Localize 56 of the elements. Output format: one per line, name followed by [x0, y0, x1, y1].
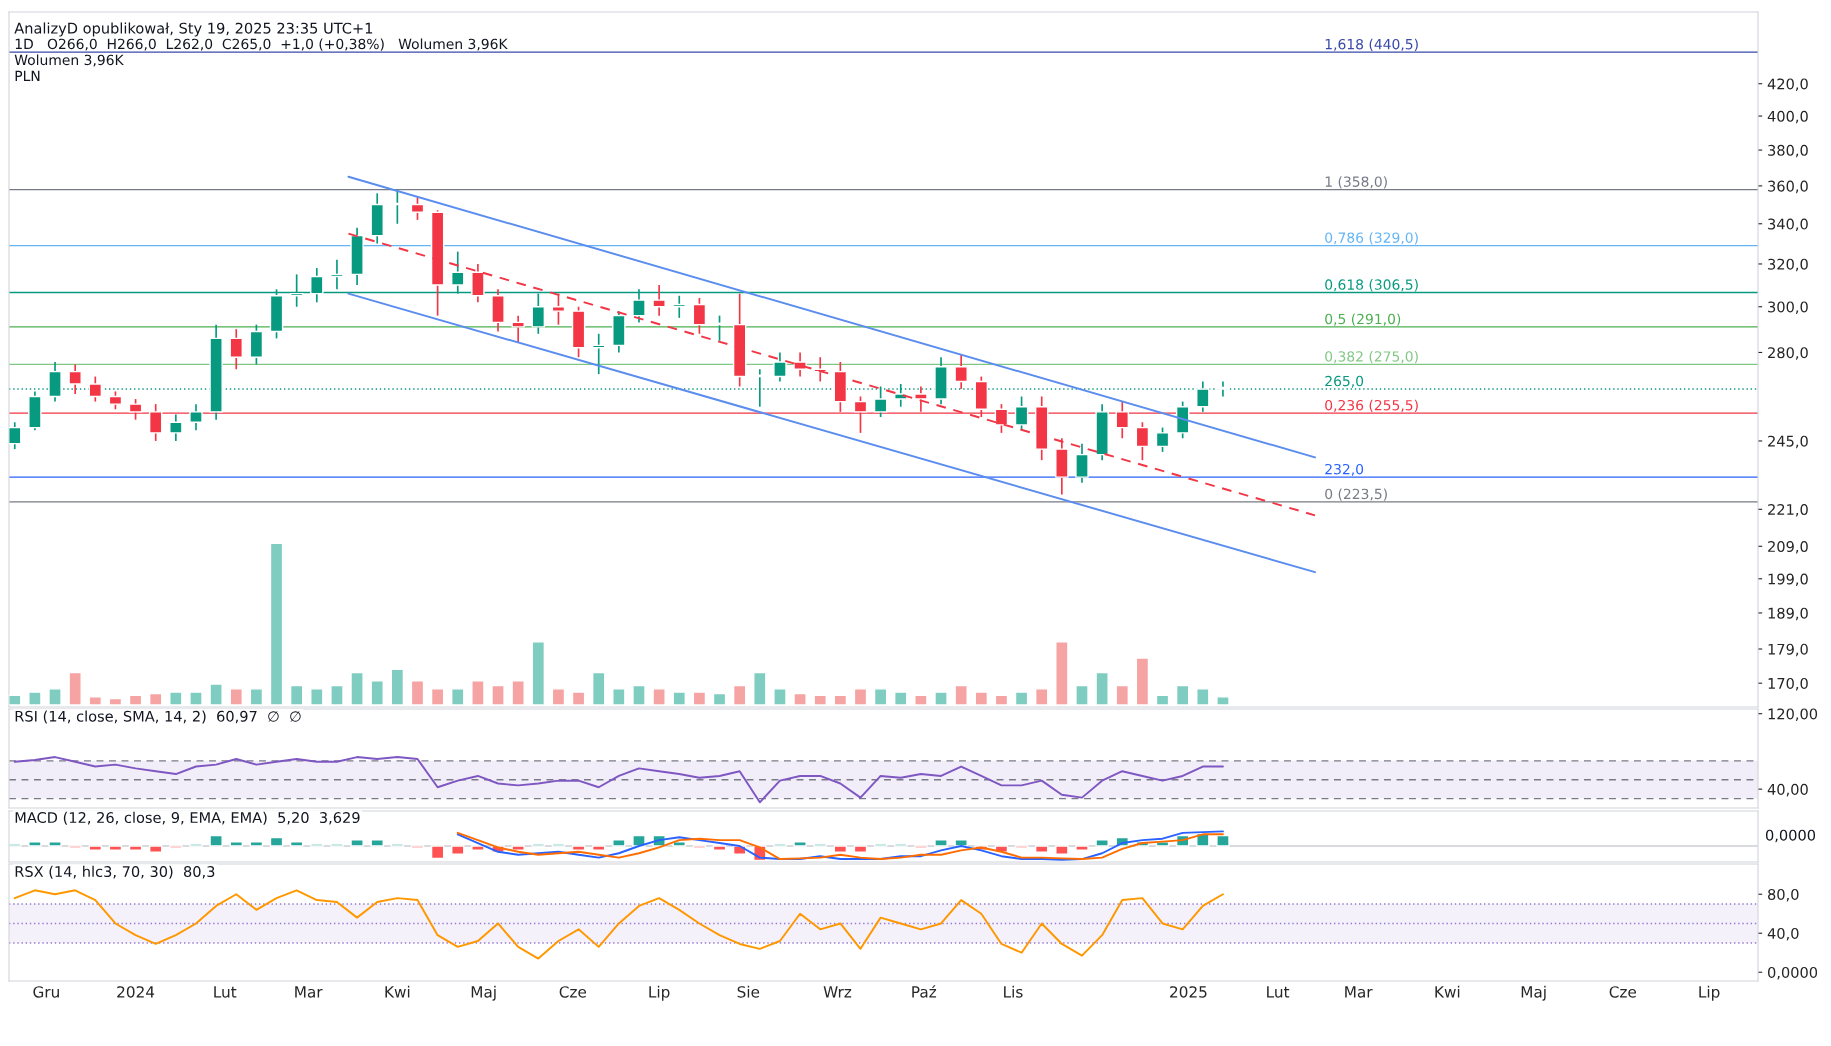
- x-tick-label: Lip: [649, 985, 670, 1001]
- y-tick-label: 80,0: [1768, 888, 1799, 902]
- x-tick-label: Lut: [214, 986, 237, 998]
- ref-line-label: 1,618 (440,5): [1325, 38, 1418, 52]
- y-tick-label: 360,0: [1768, 180, 1808, 194]
- y-tick-label: 189,0: [1768, 607, 1808, 621]
- x-tick-label: Cze: [1609, 986, 1637, 998]
- ref-line-label: 1 (358,0): [1325, 176, 1387, 189]
- y-tick-label: 340,0: [1768, 218, 1808, 232]
- x-tick-label: Kwi: [385, 985, 410, 998]
- y-tick-label: 40,00: [1767, 783, 1808, 797]
- y-tick-label: 0,0000: [1767, 966, 1818, 980]
- ref-line-label: 0 (223,5): [1325, 488, 1387, 501]
- x-tick-label: Lip: [1699, 985, 1720, 1001]
- y-tick-label: 209,0: [1768, 541, 1808, 554]
- y-tick-label: 300,0: [1768, 301, 1808, 314]
- y-tick-label: 280,0: [1768, 347, 1808, 360]
- chart-title: RSI (14, close, SMA, 14, 2) 60,97 ∅ ∅: [15, 710, 301, 724]
- annotation: PLN: [15, 70, 40, 81]
- x-tick-label: Lis: [1004, 985, 1023, 998]
- x-tick-label: Lut: [1267, 986, 1290, 998]
- ref-line-label: 232,0: [1325, 463, 1364, 476]
- x-tick-label: Sie: [737, 985, 760, 998]
- x-tick-label: Kwi: [1435, 985, 1460, 998]
- x-tick-label: Mar: [1345, 986, 1373, 998]
- chart-title: RSX (14, hlc3, 70, 30) 80,3: [15, 865, 215, 879]
- x-tick-label: Paź: [912, 985, 937, 998]
- y-tick-label: 221,0: [1768, 504, 1808, 517]
- ref-line-label: 0,5 (291,0): [1325, 313, 1401, 326]
- y-tick-label: 179,0: [1768, 643, 1808, 657]
- x-tick-label: Maj: [1521, 985, 1546, 1001]
- y-tick-label: 40,0: [1767, 927, 1799, 941]
- y-tick-label: 199,0: [1768, 573, 1808, 587]
- ref-line-label: 0,618 (306,5): [1325, 279, 1418, 292]
- x-tick-label: Gru: [33, 986, 59, 998]
- y-tick-label: 120,00: [1768, 708, 1818, 721]
- y-tick-label: 170,0: [1768, 677, 1808, 691]
- chart-title: MACD (12, 26, close, 9, EMA, EMA) 5,20 3,629: [15, 811, 360, 825]
- x-tick-label: 2025: [1170, 986, 1207, 998]
- y-tick-label: 320,0: [1768, 258, 1808, 272]
- x-tick-label: Cze: [559, 986, 587, 998]
- ref-line-label: 265,0: [1325, 375, 1364, 388]
- x-tick-label: Maj: [471, 985, 496, 1001]
- x-tick-label: 2024: [117, 986, 155, 998]
- y-tick-label: 245,0: [1768, 435, 1808, 449]
- annotation: 1D O266,0 H266,0 L262,0 C265,0 +1,0 (+0,38%) Wolumen 3,96K: [15, 38, 508, 51]
- annotation: Wolumen 3,96K: [14, 54, 124, 67]
- y-tick-label: 400,0: [1767, 110, 1808, 124]
- y-tick-label: 420,0: [1767, 78, 1808, 91]
- x-tick-label: Mar: [295, 986, 323, 998]
- ref-line-label: 0,786 (329,0): [1325, 232, 1418, 245]
- y-tick-label: 380,0: [1768, 144, 1808, 158]
- x-tick-label: Wrz: [823, 986, 852, 998]
- ref-line-label: 0,236 (255,5): [1325, 399, 1418, 413]
- text: AnalizyD opublikował, Sty 19, 2025 23:35 UTC+1: [14, 22, 373, 37]
- ref-line-label: 0,382 (275,0): [1325, 350, 1418, 364]
